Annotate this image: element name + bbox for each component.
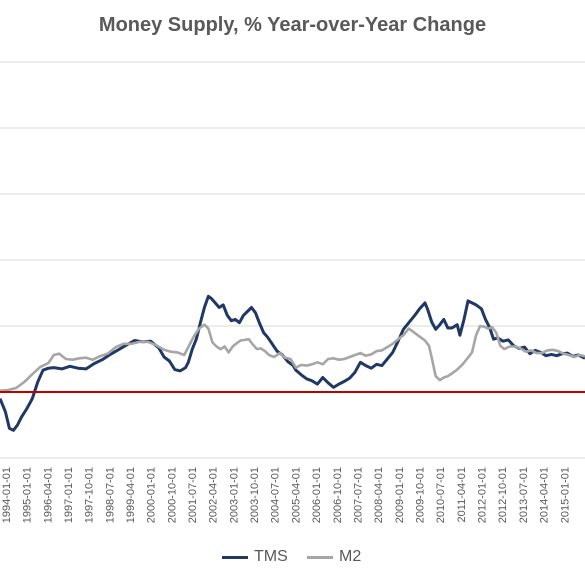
legend-swatch-tms xyxy=(222,555,248,559)
x-tick-label: 1998-07-01 xyxy=(104,467,116,523)
x-tick-label: 2013-07-01 xyxy=(518,467,530,523)
series-line-m2 xyxy=(0,323,585,392)
chart-legend: TMS M2 xyxy=(0,546,585,570)
x-axis-tick-labels: 1994-01-01 1995-01-01 1996-04-01 1997-01-01… xyxy=(1,467,571,523)
legend-label-tms: TMS xyxy=(254,548,288,565)
x-tick-label: 2015-01-01 xyxy=(559,467,571,523)
chart-title: Money Supply, % Year-over-Year Change xyxy=(98,14,487,36)
x-tick-label: 2012-10-01 xyxy=(497,467,509,523)
x-tick-label: 2009-01-01 xyxy=(394,467,406,523)
series-line-tms xyxy=(0,294,585,432)
series-lines xyxy=(0,294,585,432)
x-tick-label: 2006-10-01 xyxy=(332,467,344,523)
x-tick-label: 2007-07-01 xyxy=(352,467,364,523)
x-tick-label: 2000-01-01 xyxy=(146,467,158,523)
x-tick-label: 2002-04-01 xyxy=(208,467,220,523)
gridlines xyxy=(0,61,585,459)
x-tick-label: 1999-04-01 xyxy=(125,467,137,523)
legend-item-m2: M2 xyxy=(307,548,361,566)
x-tick-label: 1997-01-01 xyxy=(63,467,75,523)
x-tick-label: 2011-04-01 xyxy=(456,467,468,522)
x-tick-label: 2014-04-01 xyxy=(539,467,551,523)
x-tick-label: 2010-07-01 xyxy=(435,467,447,523)
x-tick-label: 2004-07-01 xyxy=(270,467,282,523)
x-tick-label: 1995-01-01 xyxy=(22,467,34,523)
legend-label-m2: M2 xyxy=(339,548,362,565)
x-tick-label: 2005-04-01 xyxy=(290,467,302,523)
x-tick-label: 2006-01-01 xyxy=(311,467,323,523)
legend-item-tms: TMS xyxy=(222,548,288,566)
x-tick-label: 2001-07-01 xyxy=(187,467,199,523)
x-tick-label: 1997-10-01 xyxy=(84,467,96,523)
x-tick-label: 2008-04-01 xyxy=(373,467,385,523)
legend-swatch-m2 xyxy=(307,555,333,559)
x-tick-label: 2009-10-01 xyxy=(415,467,427,523)
x-tick-label: 2012-01-01 xyxy=(477,467,489,523)
x-tick-label: 2000-10-01 xyxy=(166,467,178,523)
x-tick-label: 1996-04-01 xyxy=(42,467,54,523)
x-tick-label: 2003-01-01 xyxy=(228,467,240,523)
x-tick-label: 2003-10-01 xyxy=(249,467,261,523)
x-tick-label: 1994-01-01 xyxy=(1,467,13,523)
